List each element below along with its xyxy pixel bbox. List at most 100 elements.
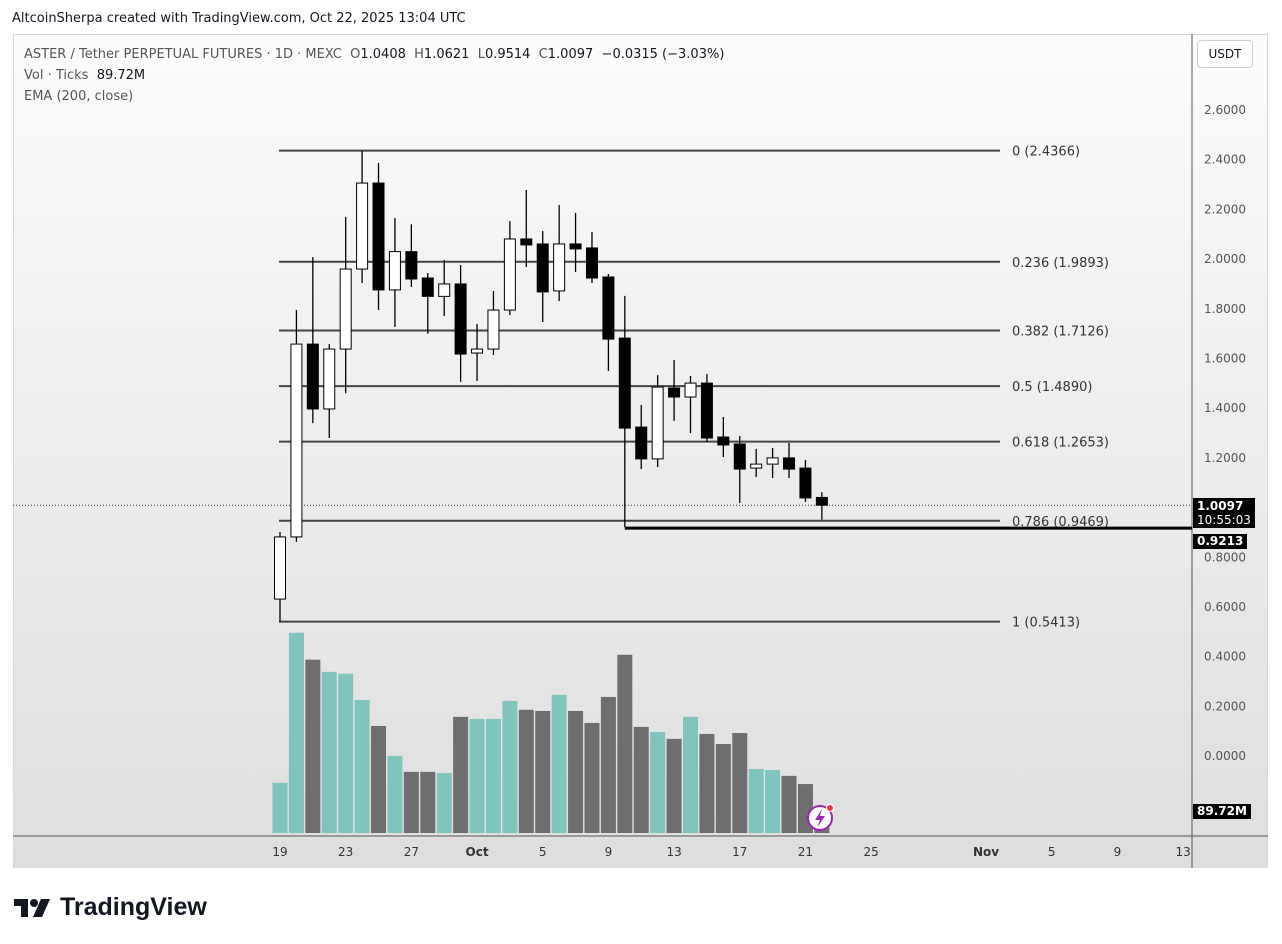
candle-body <box>356 182 369 270</box>
last-price: 1.0097 <box>1197 499 1244 513</box>
x-tick-label: Nov <box>973 845 999 859</box>
y-tick-label: 2.4000 <box>1204 153 1246 167</box>
volume-bar <box>666 738 682 833</box>
low-value: 0.9514 <box>484 47 531 62</box>
ray-price-tag: 0.9213 <box>1193 534 1248 549</box>
volume-bar <box>600 696 616 833</box>
volume-bar <box>453 716 469 833</box>
volume-bar <box>272 782 288 833</box>
y-tick-label: 0.0000 <box>1204 749 1246 763</box>
fib-level-label: 0 (2.4366) <box>1012 145 1080 160</box>
x-tick-label: 19 <box>272 845 287 859</box>
volume-bar <box>683 716 698 833</box>
volume-bar <box>371 725 387 833</box>
candle-body <box>733 443 746 470</box>
candle-body <box>471 348 484 354</box>
candle-body <box>700 382 713 439</box>
volume-bar <box>765 770 781 833</box>
volume-value: 89.72M <box>96 68 146 83</box>
symbol-title[interactable]: ASTER / Tether PERPETUAL FUTURES · 1D · … <box>24 47 342 62</box>
y-tick-label: 1.4000 <box>1204 401 1246 415</box>
fib-level-label: 0.236 (1.9893) <box>1012 256 1109 271</box>
fib-level-label: 0.5 (1.4890) <box>1012 380 1092 395</box>
chart-credit: AltcoinSherpa created with TradingView.c… <box>12 11 466 26</box>
fib-level-label: 0.618 (1.2653) <box>1012 436 1109 451</box>
candle-body <box>602 276 615 340</box>
volume-bar <box>485 718 501 833</box>
y-tick-label: 2.0000 <box>1204 252 1246 266</box>
candle-body <box>388 251 401 291</box>
candle-body <box>274 536 286 600</box>
x-tick-label: 27 <box>404 845 419 859</box>
tradingview-logo[interactable]: TradingView <box>14 893 207 922</box>
volume-label[interactable]: Vol · Ticks <box>24 68 89 83</box>
candle-body <box>766 457 779 465</box>
x-tick-label: Oct <box>466 845 489 859</box>
volume-bar <box>568 710 584 833</box>
close-label: C <box>538 47 548 62</box>
volume-bar <box>469 718 485 833</box>
volume-tag: 89.72M <box>1193 804 1251 819</box>
x-tick-label: 17 <box>732 845 747 859</box>
x-tick-label: 5 <box>539 845 547 859</box>
candle-body <box>339 268 352 350</box>
y-tick-label: 1.2000 <box>1204 451 1246 465</box>
volume-bar <box>748 769 764 833</box>
candle-body <box>569 243 582 250</box>
candle-body <box>487 309 500 350</box>
y-tick-label: 0.8000 <box>1204 550 1246 564</box>
candle-body <box>421 277 434 297</box>
last-price-tag: 1.0097 10:55:03 <box>1193 498 1255 528</box>
volume-bar <box>403 771 419 833</box>
candle-body <box>454 283 467 355</box>
volume-bar <box>633 726 649 833</box>
notification-dot-icon <box>826 804 834 812</box>
candle-body <box>372 182 385 291</box>
volume-bar <box>502 700 518 833</box>
candle-body <box>717 436 730 446</box>
candle-body <box>635 426 648 460</box>
chart-legend: ASTER / Tether PERPETUAL FUTURES · 1D · … <box>24 44 724 107</box>
volume-bar <box>420 771 436 833</box>
volume-bar <box>338 673 354 833</box>
y-tick-label: 2.2000 <box>1204 202 1246 216</box>
low-label: L <box>477 47 485 62</box>
candle-body <box>306 343 319 410</box>
volume-bar <box>518 709 534 833</box>
volume-bar <box>551 694 567 833</box>
volume-bar <box>650 732 666 833</box>
candle-body <box>323 348 336 410</box>
candle-body <box>405 251 418 280</box>
high-label: H <box>414 47 424 62</box>
y-tick-label: 0.4000 <box>1204 650 1246 664</box>
candle-body <box>585 247 598 279</box>
volume-bar <box>436 773 452 833</box>
candle-body <box>750 463 763 469</box>
currency-unit-button[interactable]: USDT <box>1197 40 1253 68</box>
candle-body <box>799 467 812 499</box>
open-value: 1.0408 <box>360 47 406 62</box>
volume-bar <box>321 671 337 833</box>
symbol-row: ASTER / Tether PERPETUAL FUTURES · 1D · … <box>24 44 724 65</box>
volume-bar <box>781 775 797 833</box>
fib-level-label: 0.382 (1.7126) <box>1012 325 1109 340</box>
close-value: 1.0097 <box>547 47 594 62</box>
volume-bar <box>535 710 551 833</box>
volume-bar <box>288 632 304 833</box>
x-tick-label: 9 <box>1114 845 1122 859</box>
x-tick-label: 13 <box>1175 845 1190 859</box>
ema-label[interactable]: EMA (200, close) <box>24 89 134 104</box>
candle-body <box>684 382 697 398</box>
candle-body <box>520 238 533 246</box>
fib-level-label: 0.786 (0.9469) <box>1012 515 1109 530</box>
volume-bar <box>305 659 321 833</box>
high-value: 1.0621 <box>423 47 470 62</box>
volume-bar <box>584 722 600 833</box>
volume-bar <box>387 755 403 833</box>
y-tick-label: 1.6000 <box>1204 352 1246 366</box>
candle-body <box>290 343 303 538</box>
y-tick-label: 0.2000 <box>1204 699 1246 713</box>
brand-name: TradingView <box>60 893 207 921</box>
candle-body <box>553 243 566 292</box>
